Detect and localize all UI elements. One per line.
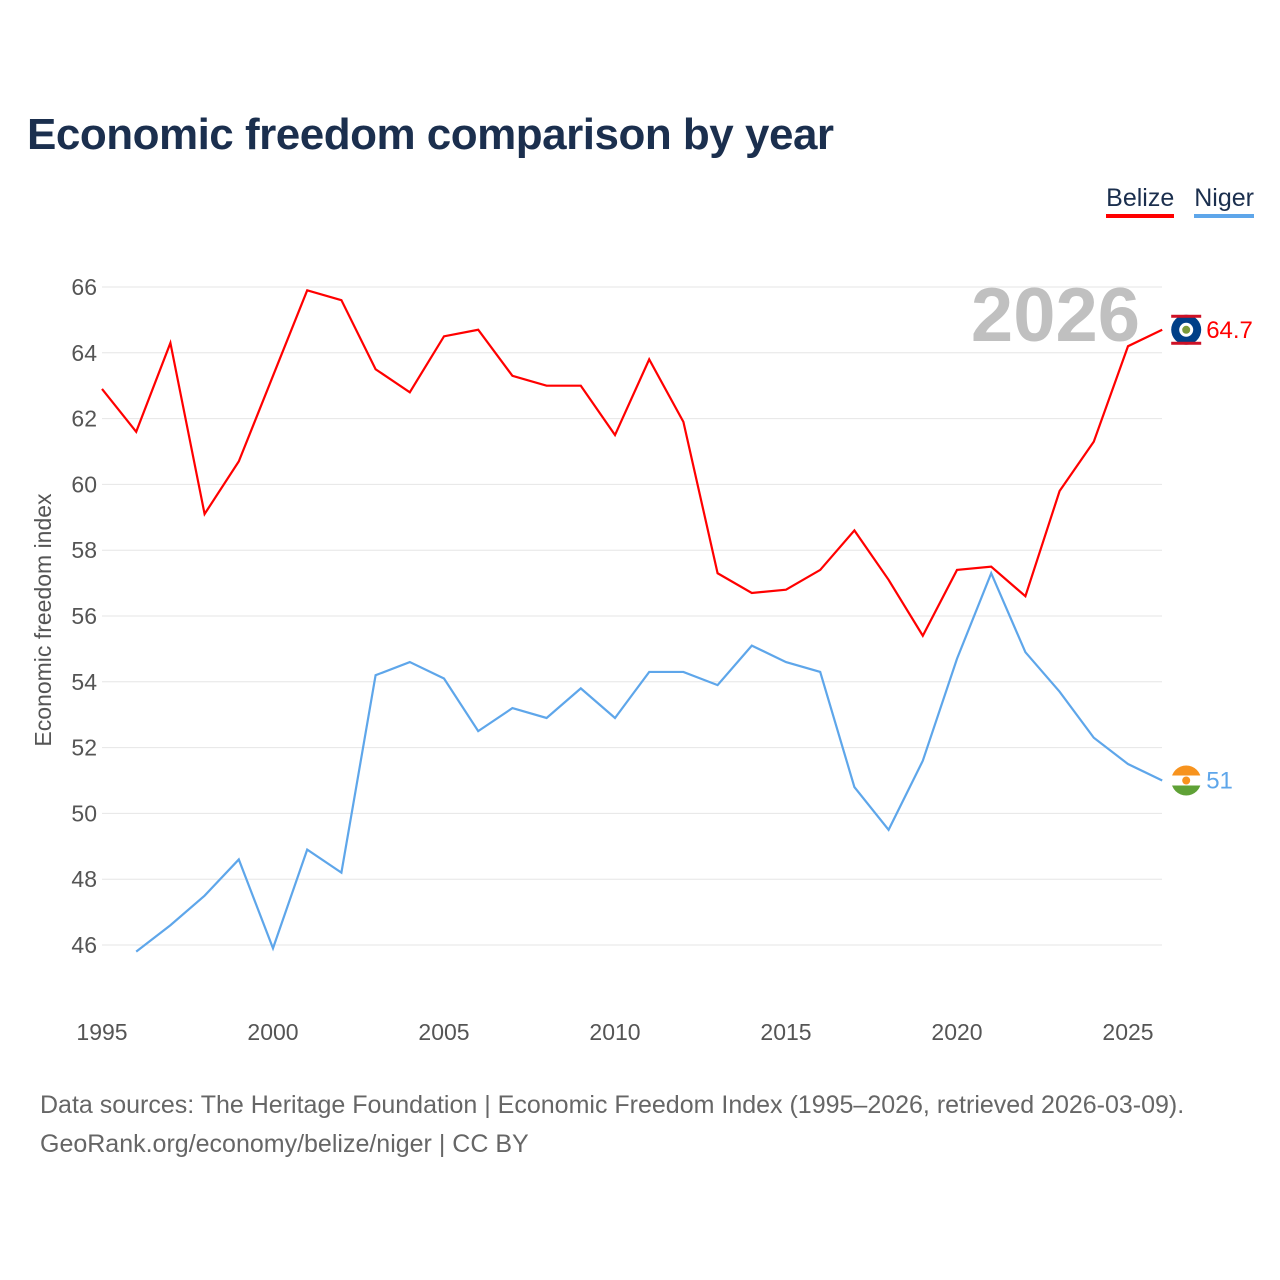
end-label-niger: 51 <box>1206 768 1233 795</box>
legend: Belize Niger <box>1106 184 1254 218</box>
y-tick-label: 66 <box>71 274 97 300</box>
x-tick-label: 2015 <box>760 1019 811 1045</box>
chart-title: Economic freedom comparison by year <box>27 110 834 159</box>
series-line-belize[interactable] <box>101 288 1163 638</box>
y-tick-label: 52 <box>71 735 97 761</box>
series-line-niger[interactable] <box>135 570 1163 953</box>
belize-flag-icon <box>1171 314 1202 345</box>
x-tick-label: 1995 <box>76 1019 127 1045</box>
y-axis-label: Economic freedom index <box>30 493 56 747</box>
y-tick-label: 60 <box>71 471 97 497</box>
x-tick-label: 2000 <box>247 1019 298 1045</box>
y-tick-label: 50 <box>71 800 97 826</box>
niger-flag-icon <box>1171 765 1202 796</box>
line-chart: 46 48 50 52 54 56 58 60 62 64 66 1995 2000 2005 2010 20… <box>30 273 1253 1045</box>
data-sources: Data sources: The Heritage Foundation | … <box>40 1091 1185 1119</box>
end-label-belize: 64.7 <box>1206 317 1253 344</box>
year-watermark: 2026 <box>971 273 1140 358</box>
legend-belize[interactable]: Belize <box>1106 184 1175 218</box>
x-tick-label: 2025 <box>1102 1019 1153 1045</box>
y-tick-label: 64 <box>71 340 97 366</box>
source-link[interactable]: GeoRank.org/economy/belize/niger | CC BY <box>40 1130 529 1158</box>
x-tick-label: 2020 <box>931 1019 982 1045</box>
y-tick-label: 56 <box>71 603 97 629</box>
x-tick-label: 2005 <box>418 1019 469 1045</box>
x-tick-label: 2010 <box>589 1019 640 1045</box>
footer: Data sources: The Heritage Foundation | … <box>40 1086 1184 1164</box>
y-tick-label: 54 <box>71 669 97 695</box>
legend-niger[interactable]: Niger <box>1194 184 1254 218</box>
y-tick-label: 46 <box>71 932 97 958</box>
y-tick-label: 62 <box>71 406 97 432</box>
y-tick-label: 58 <box>71 537 97 563</box>
y-tick-label: 48 <box>71 866 97 892</box>
